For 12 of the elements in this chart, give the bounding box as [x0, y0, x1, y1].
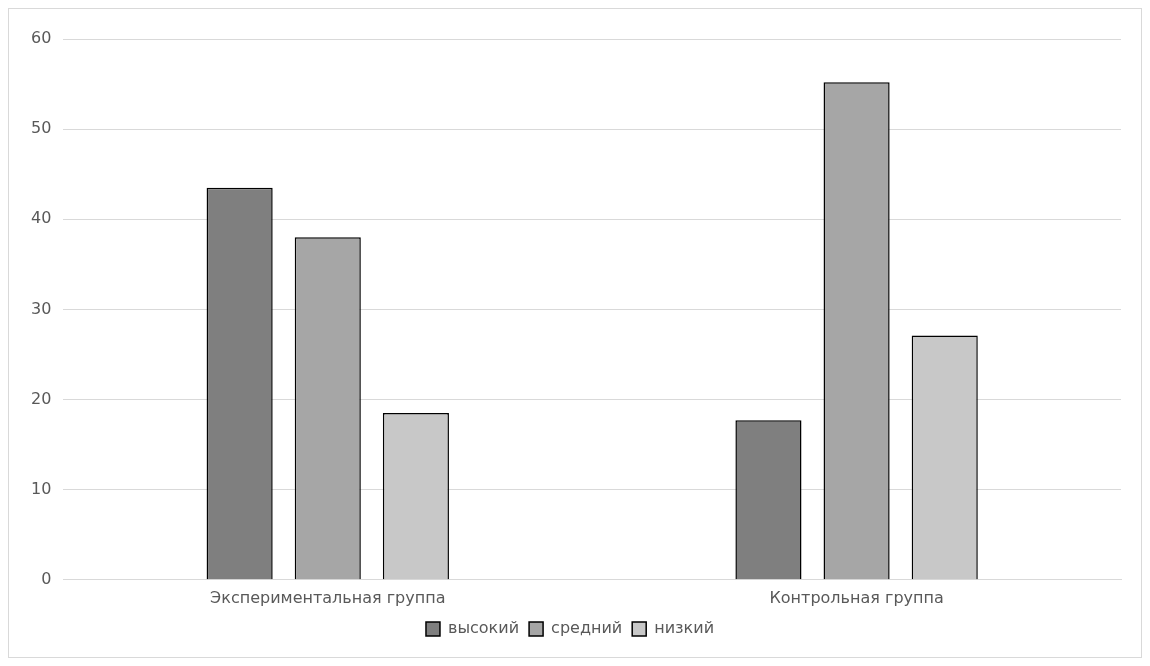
y-tick-label: 0: [41, 568, 52, 588]
y-tick-label: 60: [31, 28, 52, 48]
y-tick-label: 20: [31, 388, 52, 408]
y-tick-label: 30: [31, 298, 52, 318]
legend-label: высокий: [447, 618, 520, 638]
legend-label: средний: [551, 618, 623, 638]
y-tick-label: 50: [31, 118, 52, 138]
legend-label: низкий: [654, 618, 715, 638]
y-tick-label: 40: [31, 208, 52, 228]
x-tick-label: Контрольная группа: [769, 587, 944, 607]
y-tick-label: 10: [31, 478, 52, 498]
x-tick-label: Экспериментальная группа: [210, 587, 446, 607]
